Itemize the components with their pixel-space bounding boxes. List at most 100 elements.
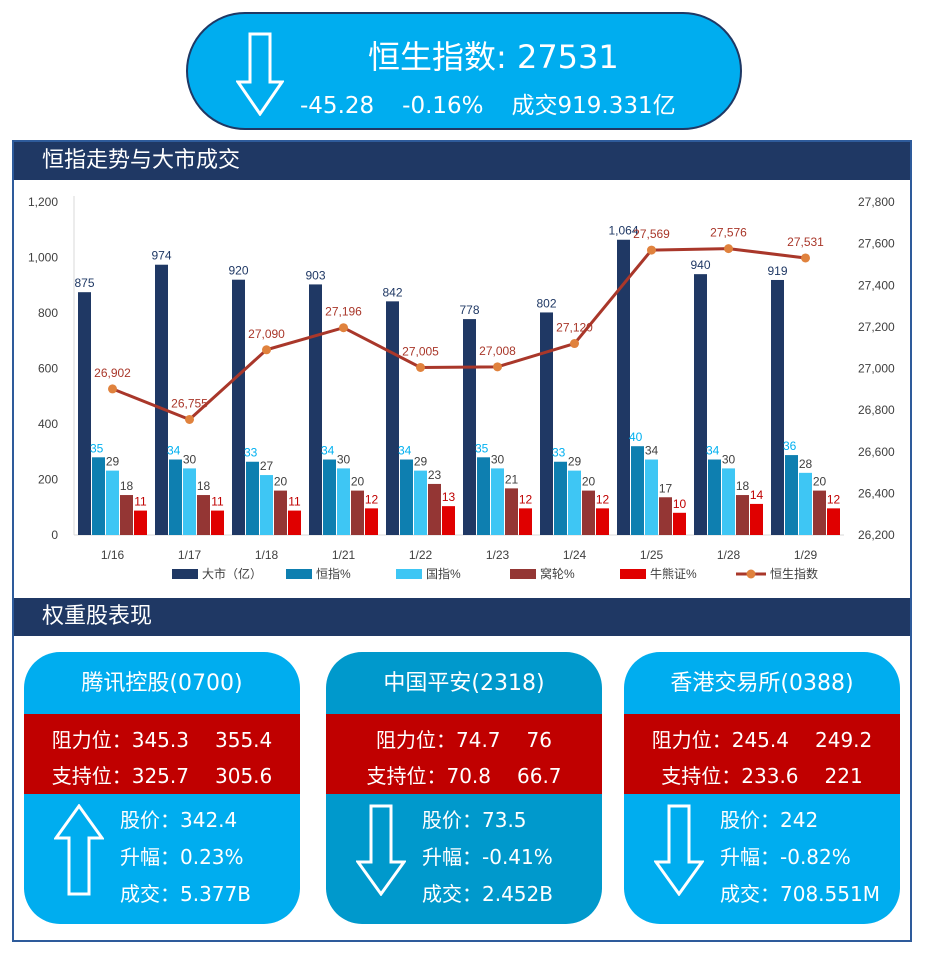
bar-data-label: 778 xyxy=(459,303,479,317)
bar-data-label: 919 xyxy=(767,264,787,278)
bar-turnover xyxy=(540,312,553,535)
stock-card-hkex[interactable]: 香港交易所(0388) 阻力位：245.4 249.2 支持位：233.6 221 … xyxy=(624,652,900,924)
bar-pct-series-2 xyxy=(645,459,658,535)
chart-section-title: 恒指走势与大市成交 xyxy=(14,142,910,180)
bar-data-label: 29 xyxy=(414,455,428,469)
support-1: 233.6 xyxy=(741,764,799,788)
resistance-label: 阻力位： xyxy=(51,728,132,752)
legend-swatch xyxy=(510,569,536,579)
hsi-data-label: 26,902 xyxy=(94,366,131,380)
y-right-tick-label: 26,600 xyxy=(858,445,895,459)
bar-pct-series-1 xyxy=(246,461,259,535)
support-2: 305.6 xyxy=(215,764,273,788)
y-right-tick-label: 27,000 xyxy=(858,362,895,376)
bar-data-label: 940 xyxy=(690,258,710,272)
y-right-tick-label: 27,400 xyxy=(858,278,895,292)
hsi-line xyxy=(111,247,806,422)
levels-box: 阻力位：245.4 249.2 支持位：233.6 221 xyxy=(624,714,900,794)
bar-pct-series-3 xyxy=(813,490,826,535)
stocks-section-title: 权重股表现 xyxy=(14,598,910,636)
bar-data-label: 30 xyxy=(337,452,351,466)
hsi-data-label: 27,120 xyxy=(556,321,593,335)
bar-pct-series-4 xyxy=(750,503,763,535)
bar-pct-series-2 xyxy=(722,468,735,535)
support-row: 支持位：70.8 66.7 xyxy=(326,760,602,789)
y-left-tick-label: 800 xyxy=(38,306,58,320)
resistance-2: 76 xyxy=(526,728,552,752)
hsi-point xyxy=(801,253,810,263)
bar-pct-series-3 xyxy=(505,488,518,535)
hsi-data-label: 27,005 xyxy=(402,344,439,358)
hsi-point xyxy=(570,339,579,349)
bar-data-label: 34 xyxy=(645,444,659,458)
bar-pct-series-1 xyxy=(631,446,644,535)
stock-card-pingan[interactable]: 中国平安(2318) 阻力位：74.7 76 支持位：70.8 66.7 股价：73… xyxy=(326,652,602,924)
bar-data-label: 875 xyxy=(74,276,94,290)
legend-swatch xyxy=(620,569,646,579)
hsi-point xyxy=(724,244,733,254)
up-arrow-icon xyxy=(54,804,104,896)
index-title: 恒生指数: 27531 xyxy=(368,38,619,76)
x-tick-label: 1/24 xyxy=(563,548,587,562)
stock-card-tencent[interactable]: 腾讯控股(0700) 阻力位：345.3 355.4 支持位：325.7 305.6… xyxy=(24,652,300,924)
x-tick-label: 1/22 xyxy=(409,548,433,562)
hsi-point xyxy=(185,414,194,424)
bar-data-label: 30 xyxy=(722,452,736,466)
bar-data-label: 33 xyxy=(552,446,566,460)
bar-pct-series-2 xyxy=(568,470,581,535)
y-left-tick-label: 0 xyxy=(51,528,58,542)
bar-data-label: 29 xyxy=(106,455,120,469)
bar-pct-series-3 xyxy=(120,495,133,535)
y-right-tick-label: 26,800 xyxy=(858,403,895,417)
x-tick-label: 1/18 xyxy=(255,548,279,562)
bar-data-label: 18 xyxy=(197,479,211,493)
bar-pct-series-3 xyxy=(582,490,595,535)
index-change-pct: -0.16% xyxy=(402,93,484,119)
bar-pct-series-1 xyxy=(785,455,798,535)
bar-pct-series-4 xyxy=(365,508,378,535)
legend-label: 恒指% xyxy=(316,566,351,581)
bar-data-label: 20 xyxy=(582,475,596,489)
bar-turnover xyxy=(232,279,245,535)
x-tick-label: 1/23 xyxy=(486,548,510,562)
hsi-point xyxy=(493,362,502,372)
bar-pct-series-1 xyxy=(169,459,182,535)
x-tick-label: 1/17 xyxy=(178,548,202,562)
resistance-2: 249.2 xyxy=(815,728,873,752)
bar-data-label: 27 xyxy=(260,459,274,473)
bar-data-label: 20 xyxy=(274,475,288,489)
stock-price: 股价：342.4 xyxy=(120,808,238,832)
levels-box: 阻力位：74.7 76 支持位：70.8 66.7 xyxy=(326,714,602,794)
y-left-tick-label: 200 xyxy=(38,473,58,487)
bar-data-label: 35 xyxy=(475,441,489,455)
bar-pct-series-3 xyxy=(274,490,287,535)
bar-pct-series-3 xyxy=(351,490,364,535)
y-right-tick-label: 27,800 xyxy=(858,195,895,209)
legend-label: 国指% xyxy=(426,566,461,581)
hsi-point xyxy=(108,384,117,394)
down-arrow-icon xyxy=(356,804,406,896)
bar-data-label: 11 xyxy=(211,495,224,509)
support-row: 支持位：233.6 221 xyxy=(624,760,900,789)
bar-pct-series-1 xyxy=(400,459,413,535)
y-left-tick-label: 1,200 xyxy=(28,195,58,209)
bar-pct-series-4 xyxy=(211,510,224,535)
resistance-row: 阻力位：74.7 76 xyxy=(326,724,602,753)
x-tick-label: 1/28 xyxy=(717,548,741,562)
index-summary-banner: 恒生指数: 27531 -45.28 -0.16% 成交919.331亿 xyxy=(186,12,742,130)
bar-data-label: 11 xyxy=(134,495,147,509)
y-right-tick-label: 27,600 xyxy=(858,237,895,251)
legend-marker-swatch xyxy=(746,569,756,579)
bar-pct-series-4 xyxy=(442,506,455,535)
index-stats: -45.28 -0.16% 成交919.331亿 xyxy=(300,86,704,120)
bar-turnover xyxy=(463,319,476,535)
bar-data-label: 20 xyxy=(813,475,827,489)
bar-data-label: 903 xyxy=(305,268,325,282)
stock-change: 升幅：0.23% xyxy=(120,845,244,869)
bar-pct-series-2 xyxy=(337,468,350,535)
bar-data-label: 11 xyxy=(288,495,301,509)
bar-turnover xyxy=(617,239,630,536)
stock-volume: 成交：2.452B xyxy=(422,882,553,906)
stock-price: 股价：242 xyxy=(720,808,819,832)
bar-pct-series-4 xyxy=(134,510,147,535)
